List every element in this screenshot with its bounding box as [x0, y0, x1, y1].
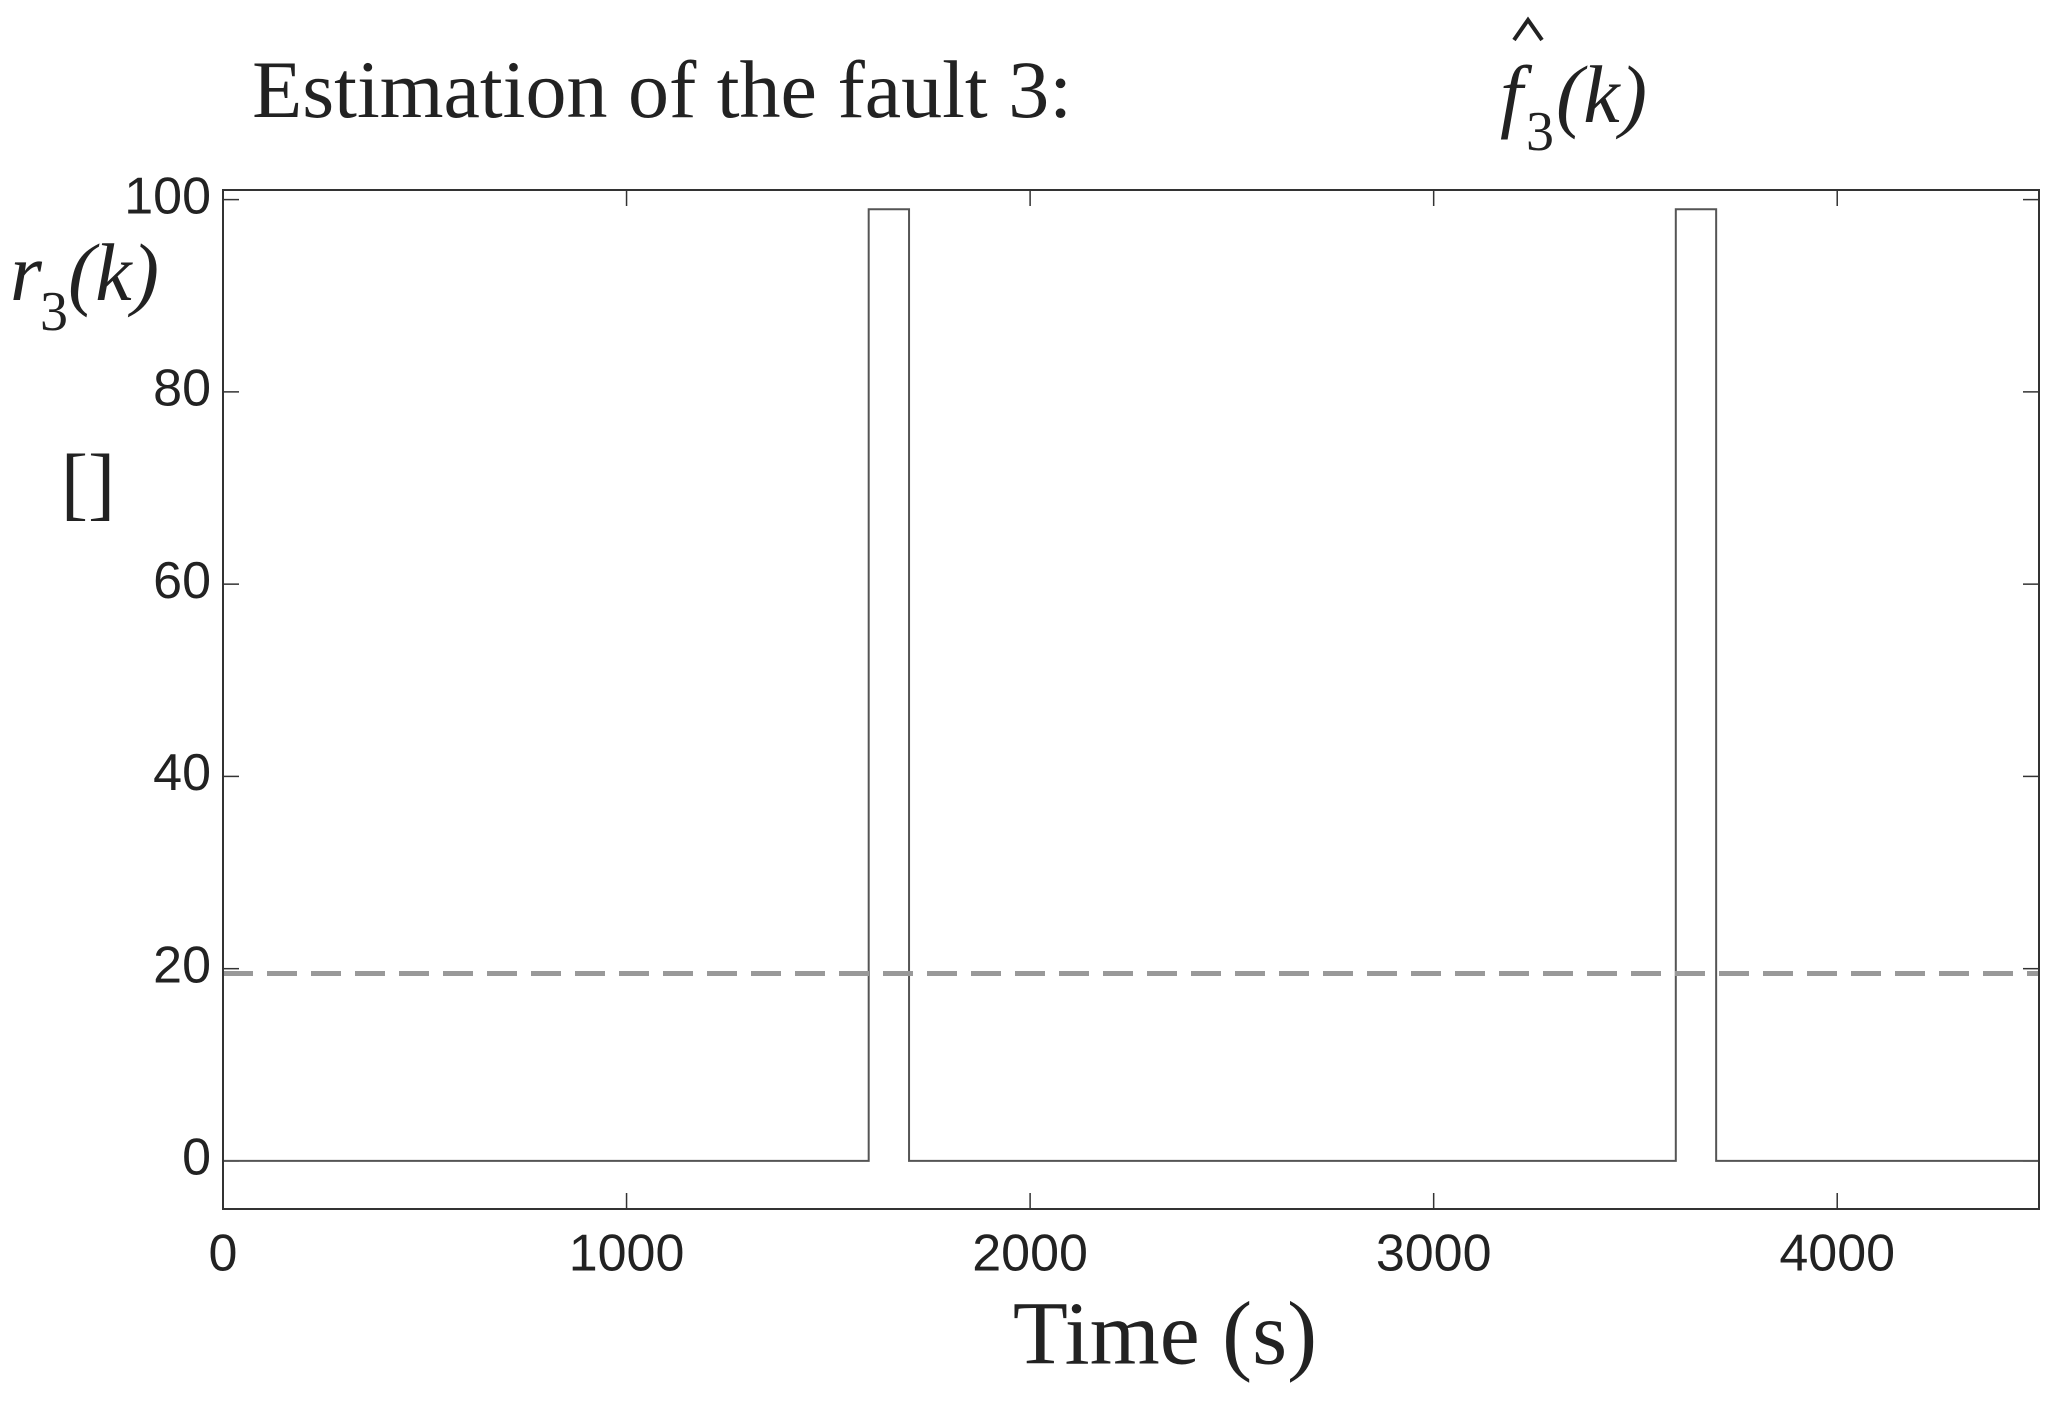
- ylabel-subscript: 3: [40, 281, 68, 343]
- series-line: [223, 208, 2039, 1162]
- y-tick-label: 80: [153, 360, 211, 418]
- ylabel-symbol: r: [10, 227, 43, 318]
- x-tick-label: 4000: [1779, 1225, 1895, 1283]
- x-tick-label: 2000: [972, 1225, 1088, 1283]
- title-math: f 3 (k): [1500, 16, 1647, 163]
- x-tick-label: 1000: [569, 1225, 685, 1283]
- chart-title: Estimation of the fault 3:: [252, 44, 1072, 135]
- title-argument: (k): [1556, 49, 1647, 140]
- y-label: r 3 (k) []: [10, 227, 159, 528]
- x-tick-label: 3000: [1376, 1225, 1492, 1283]
- hat: [1512, 16, 1544, 42]
- y-tick-label: 40: [153, 744, 211, 802]
- y-tick-label: 60: [153, 552, 211, 610]
- title-subscript: 3: [1526, 101, 1554, 163]
- y-tick-label: 0: [182, 1129, 211, 1187]
- y-tick-label: 20: [153, 936, 211, 994]
- ylabel-argument: (k): [68, 227, 159, 318]
- plot-frame: [222, 189, 2040, 1210]
- y-tick-label: 100: [124, 167, 211, 225]
- x-label: Time (s): [1013, 1285, 1317, 1384]
- ylabel-unit: []: [61, 437, 116, 528]
- x-tick-label: 0: [209, 1225, 238, 1283]
